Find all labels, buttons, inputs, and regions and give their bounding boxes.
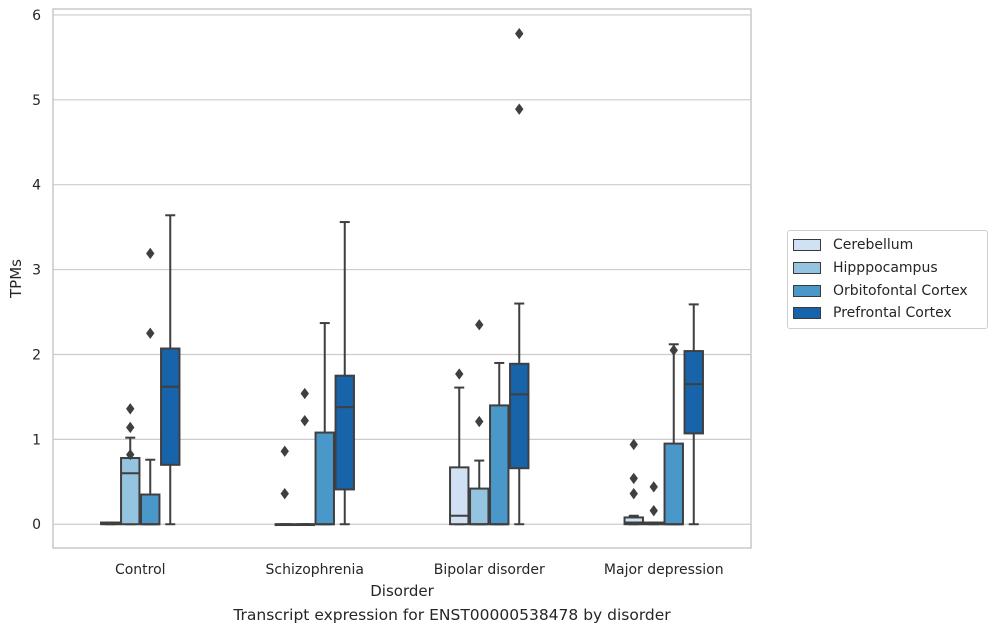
outlier-point [649, 504, 658, 517]
legend-swatch [793, 284, 821, 297]
outlier-point [126, 421, 135, 434]
outlier-point [126, 448, 135, 461]
box [160, 347, 181, 466]
box [663, 442, 684, 526]
x-tick-label: Control [115, 562, 166, 578]
box [509, 362, 530, 470]
legend-item: Orbitofontal Cortex [788, 279, 987, 302]
outlier-point [669, 344, 678, 356]
outlier-point [300, 387, 309, 400]
outlier-point [629, 438, 638, 451]
outlier-point [515, 103, 524, 115]
plot-frame [52, 8, 752, 549]
legend-swatch [793, 262, 821, 275]
outlier-point [629, 488, 638, 500]
box [120, 457, 141, 526]
legend: Cerebellum Hipppocampus Orbitofontal Corte… [787, 230, 988, 329]
plot-background [53, 9, 751, 548]
outlier-point [475, 319, 484, 331]
outlier-point [280, 445, 289, 457]
outlier-point [146, 327, 155, 339]
box [623, 516, 644, 526]
legend-swatch [793, 307, 821, 320]
legend-label: Cerebellum [833, 237, 914, 254]
box [489, 404, 510, 526]
box [140, 493, 161, 526]
x-axis-title: Disorder [370, 582, 434, 600]
x-tick-label: Bipolar disorder [434, 562, 545, 578]
box [683, 350, 704, 435]
legend-item: Prefrontal Cortex [788, 302, 987, 325]
outlier-point [515, 27, 524, 40]
y-tick-label: 3 [32, 263, 41, 279]
legend-swatch [793, 239, 821, 252]
outlier-point [300, 415, 309, 427]
y-tick-label: 4 [32, 178, 41, 194]
box [449, 466, 470, 526]
box [314, 431, 335, 526]
y-tick-label: 0 [32, 517, 41, 533]
y-tick-label: 6 [32, 8, 41, 24]
box [469, 487, 490, 526]
outlier-point [649, 481, 658, 493]
x-tick-label: Schizophrenia [266, 562, 364, 578]
outlier-point [280, 488, 289, 500]
box [334, 374, 355, 491]
legend-label: Hipppocampus [833, 260, 938, 277]
y-tick-label: 5 [32, 93, 41, 109]
chart-caption: Transcript expression for ENST0000053847… [233, 606, 671, 624]
y-tick-label: 1 [32, 432, 41, 448]
outlier-point [475, 415, 484, 428]
outlier-point [146, 247, 155, 260]
legend-item: Cerebellum [788, 234, 987, 257]
legend-label: Prefrontal Cortex [833, 305, 952, 322]
outlier-point [629, 472, 638, 485]
legend-label: Orbitofontal Cortex [833, 282, 968, 299]
x-tick-label: Major depression [604, 562, 724, 578]
outlier-point [126, 403, 135, 415]
y-axis-title: TPMs [7, 259, 25, 299]
y-tick-label: 2 [32, 347, 41, 363]
legend-item: Hipppocampus [788, 257, 987, 280]
outlier-point [455, 368, 464, 380]
